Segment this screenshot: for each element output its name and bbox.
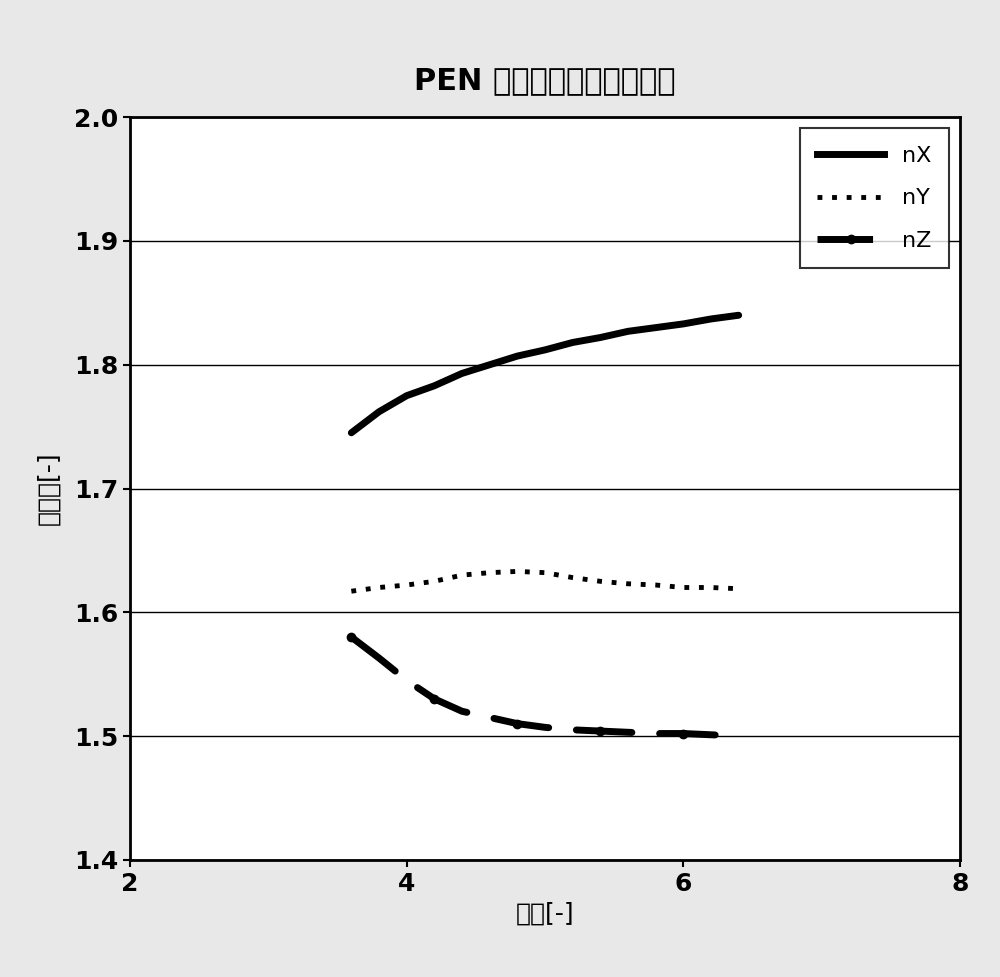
Line: nX: nX <box>351 316 739 433</box>
Line: nY: nY <box>351 572 739 591</box>
nX <box>567 337 579 349</box>
nX <box>677 319 689 330</box>
nY <box>484 567 496 578</box>
nX <box>650 321 662 333</box>
Y-axis label: 折射率[-]: 折射率[-] <box>36 451 60 526</box>
nX <box>484 359 496 370</box>
nX <box>594 331 606 343</box>
nZ <box>539 721 551 733</box>
nZ <box>511 718 523 730</box>
nZ <box>401 674 413 686</box>
nY <box>401 579 413 591</box>
nY <box>511 566 523 577</box>
nZ <box>594 725 606 737</box>
nZ <box>428 693 440 704</box>
nX <box>345 427 357 439</box>
nZ <box>622 727 634 739</box>
nY <box>677 581 689 593</box>
nZ <box>567 724 579 736</box>
nY <box>594 575 606 587</box>
nX <box>373 405 385 417</box>
Title: PEN 的单轴拉伸后的折射率: PEN 的单轴拉伸后的折射率 <box>414 66 676 96</box>
Line: nZ: nZ <box>347 633 743 741</box>
nZ <box>733 730 745 742</box>
nY <box>345 585 357 597</box>
nX <box>733 310 745 321</box>
nY <box>567 572 579 583</box>
nY <box>428 575 440 587</box>
nX <box>622 325 634 337</box>
nX <box>401 390 413 402</box>
nX <box>511 350 523 361</box>
nZ <box>705 729 717 741</box>
nX <box>456 367 468 379</box>
nY <box>539 567 551 578</box>
nX <box>705 313 717 324</box>
X-axis label: 倍数[-]: 倍数[-] <box>516 901 574 925</box>
nY <box>733 583 745 595</box>
Legend: nX, nY, nZ: nX, nY, nZ <box>800 128 949 269</box>
nX <box>428 380 440 392</box>
nZ <box>345 631 357 643</box>
nZ <box>484 711 496 723</box>
nY <box>622 578 634 590</box>
nY <box>650 579 662 591</box>
nX <box>539 344 551 356</box>
nZ <box>677 728 689 740</box>
nZ <box>650 728 662 740</box>
nZ <box>456 705 468 717</box>
nZ <box>373 653 385 664</box>
nY <box>456 570 468 581</box>
nY <box>705 581 717 593</box>
nY <box>373 581 385 593</box>
